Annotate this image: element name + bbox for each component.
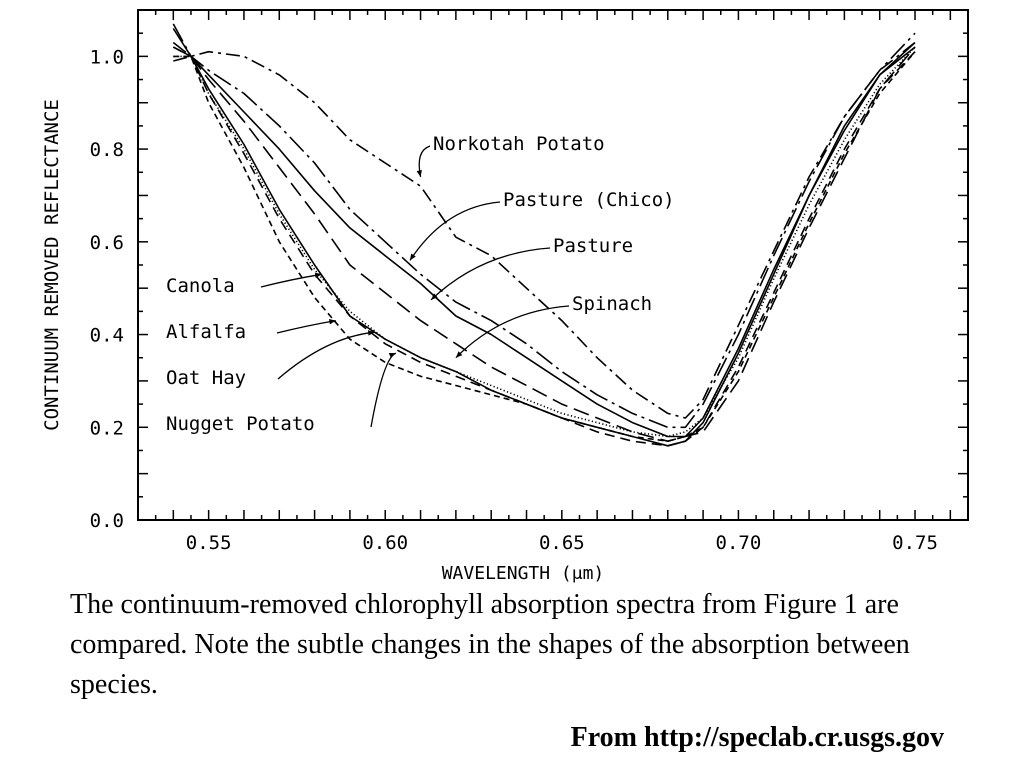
series-line-alfalfa: [172, 46, 916, 447]
y-tick-label: 0.0: [90, 510, 124, 532]
annotation-leader: [277, 331, 375, 380]
absorption-spectra-chart: Norkotah Potato Pasture (Chico) Pasture Spi…: [41, 9, 969, 584]
annotation-label: Norkotah Potato: [433, 133, 605, 155]
x-tick-label: 0.70: [716, 532, 762, 554]
annotation-arrowhead: [455, 351, 463, 358]
source-credit: From http://speclab.cr.usgs.gov: [570, 722, 944, 753]
annotation-leader: [276, 319, 336, 334]
annotation-arrowhead: [314, 272, 322, 279]
annotation-arrowhead: [409, 253, 416, 261]
plot-frame: [137, 9, 969, 521]
annotation-leader: [430, 247, 551, 301]
y-tick-label: 0.4: [90, 325, 124, 347]
figure-caption: The continuum-removed chlorophyll absorp…: [70, 589, 910, 700]
series-line-spinach: [172, 41, 916, 442]
annotation-label: Alfalfa: [166, 321, 246, 343]
x-axis-label: WAVELENGTH (μm): [442, 563, 605, 584]
tick-marks: [137, 9, 969, 521]
annotation-leader: [260, 273, 322, 288]
annotation-arrowhead: [431, 293, 438, 300]
series-labels: Norkotah Potato Pasture (Chico) Pasture Spi…: [166, 133, 675, 435]
x-tick-label: 0.65: [539, 532, 585, 554]
spectra-lines: [172, 23, 916, 447]
y-tick-label: 0.8: [90, 139, 124, 161]
annotation-label: Canola: [166, 275, 235, 297]
annotation-arrowhead: [416, 170, 422, 177]
x-tick-label: 0.60: [362, 532, 408, 554]
annotation-arrowhead: [388, 352, 396, 359]
y-axis-label: CONTINUUM REMOVED REFLECTANCE: [41, 99, 63, 431]
annotation-arrowhead: [367, 330, 375, 336]
y-tick-label: 0.6: [90, 232, 124, 254]
annotation-label: Nugget Potato: [166, 413, 315, 435]
series-line-pasture: [172, 28, 916, 438]
series-line-canola: [172, 46, 916, 447]
x-tick-label: 0.55: [186, 532, 232, 554]
series-line-nugget-potato: [173, 51, 916, 442]
series-line-pasture-chico: [172, 23, 916, 429]
annotation-label: Spinach: [572, 293, 652, 315]
annotation-label: Oat Hay: [166, 367, 246, 389]
x-tick-label: 0.75: [892, 532, 938, 554]
series-line-norkotah-potato: [173, 41, 916, 419]
annotation-leader: [409, 201, 501, 261]
annotation-leader: [455, 305, 570, 359]
annotation-leader: [370, 352, 397, 428]
y-tick-label: 0.2: [90, 417, 124, 439]
y-tick-label: 1.0: [90, 46, 124, 68]
annotation-label: Pasture (Chico): [503, 189, 675, 211]
tick-labels: 0.55 0.60 0.65 0.70 0.75 0.0 0.2 0.4 0.6 0.8 1.0: [90, 46, 938, 554]
annotation-arrowhead: [328, 319, 336, 325]
series-line-oat-hay: [173, 46, 916, 438]
annotation-label: Pasture: [553, 235, 633, 257]
